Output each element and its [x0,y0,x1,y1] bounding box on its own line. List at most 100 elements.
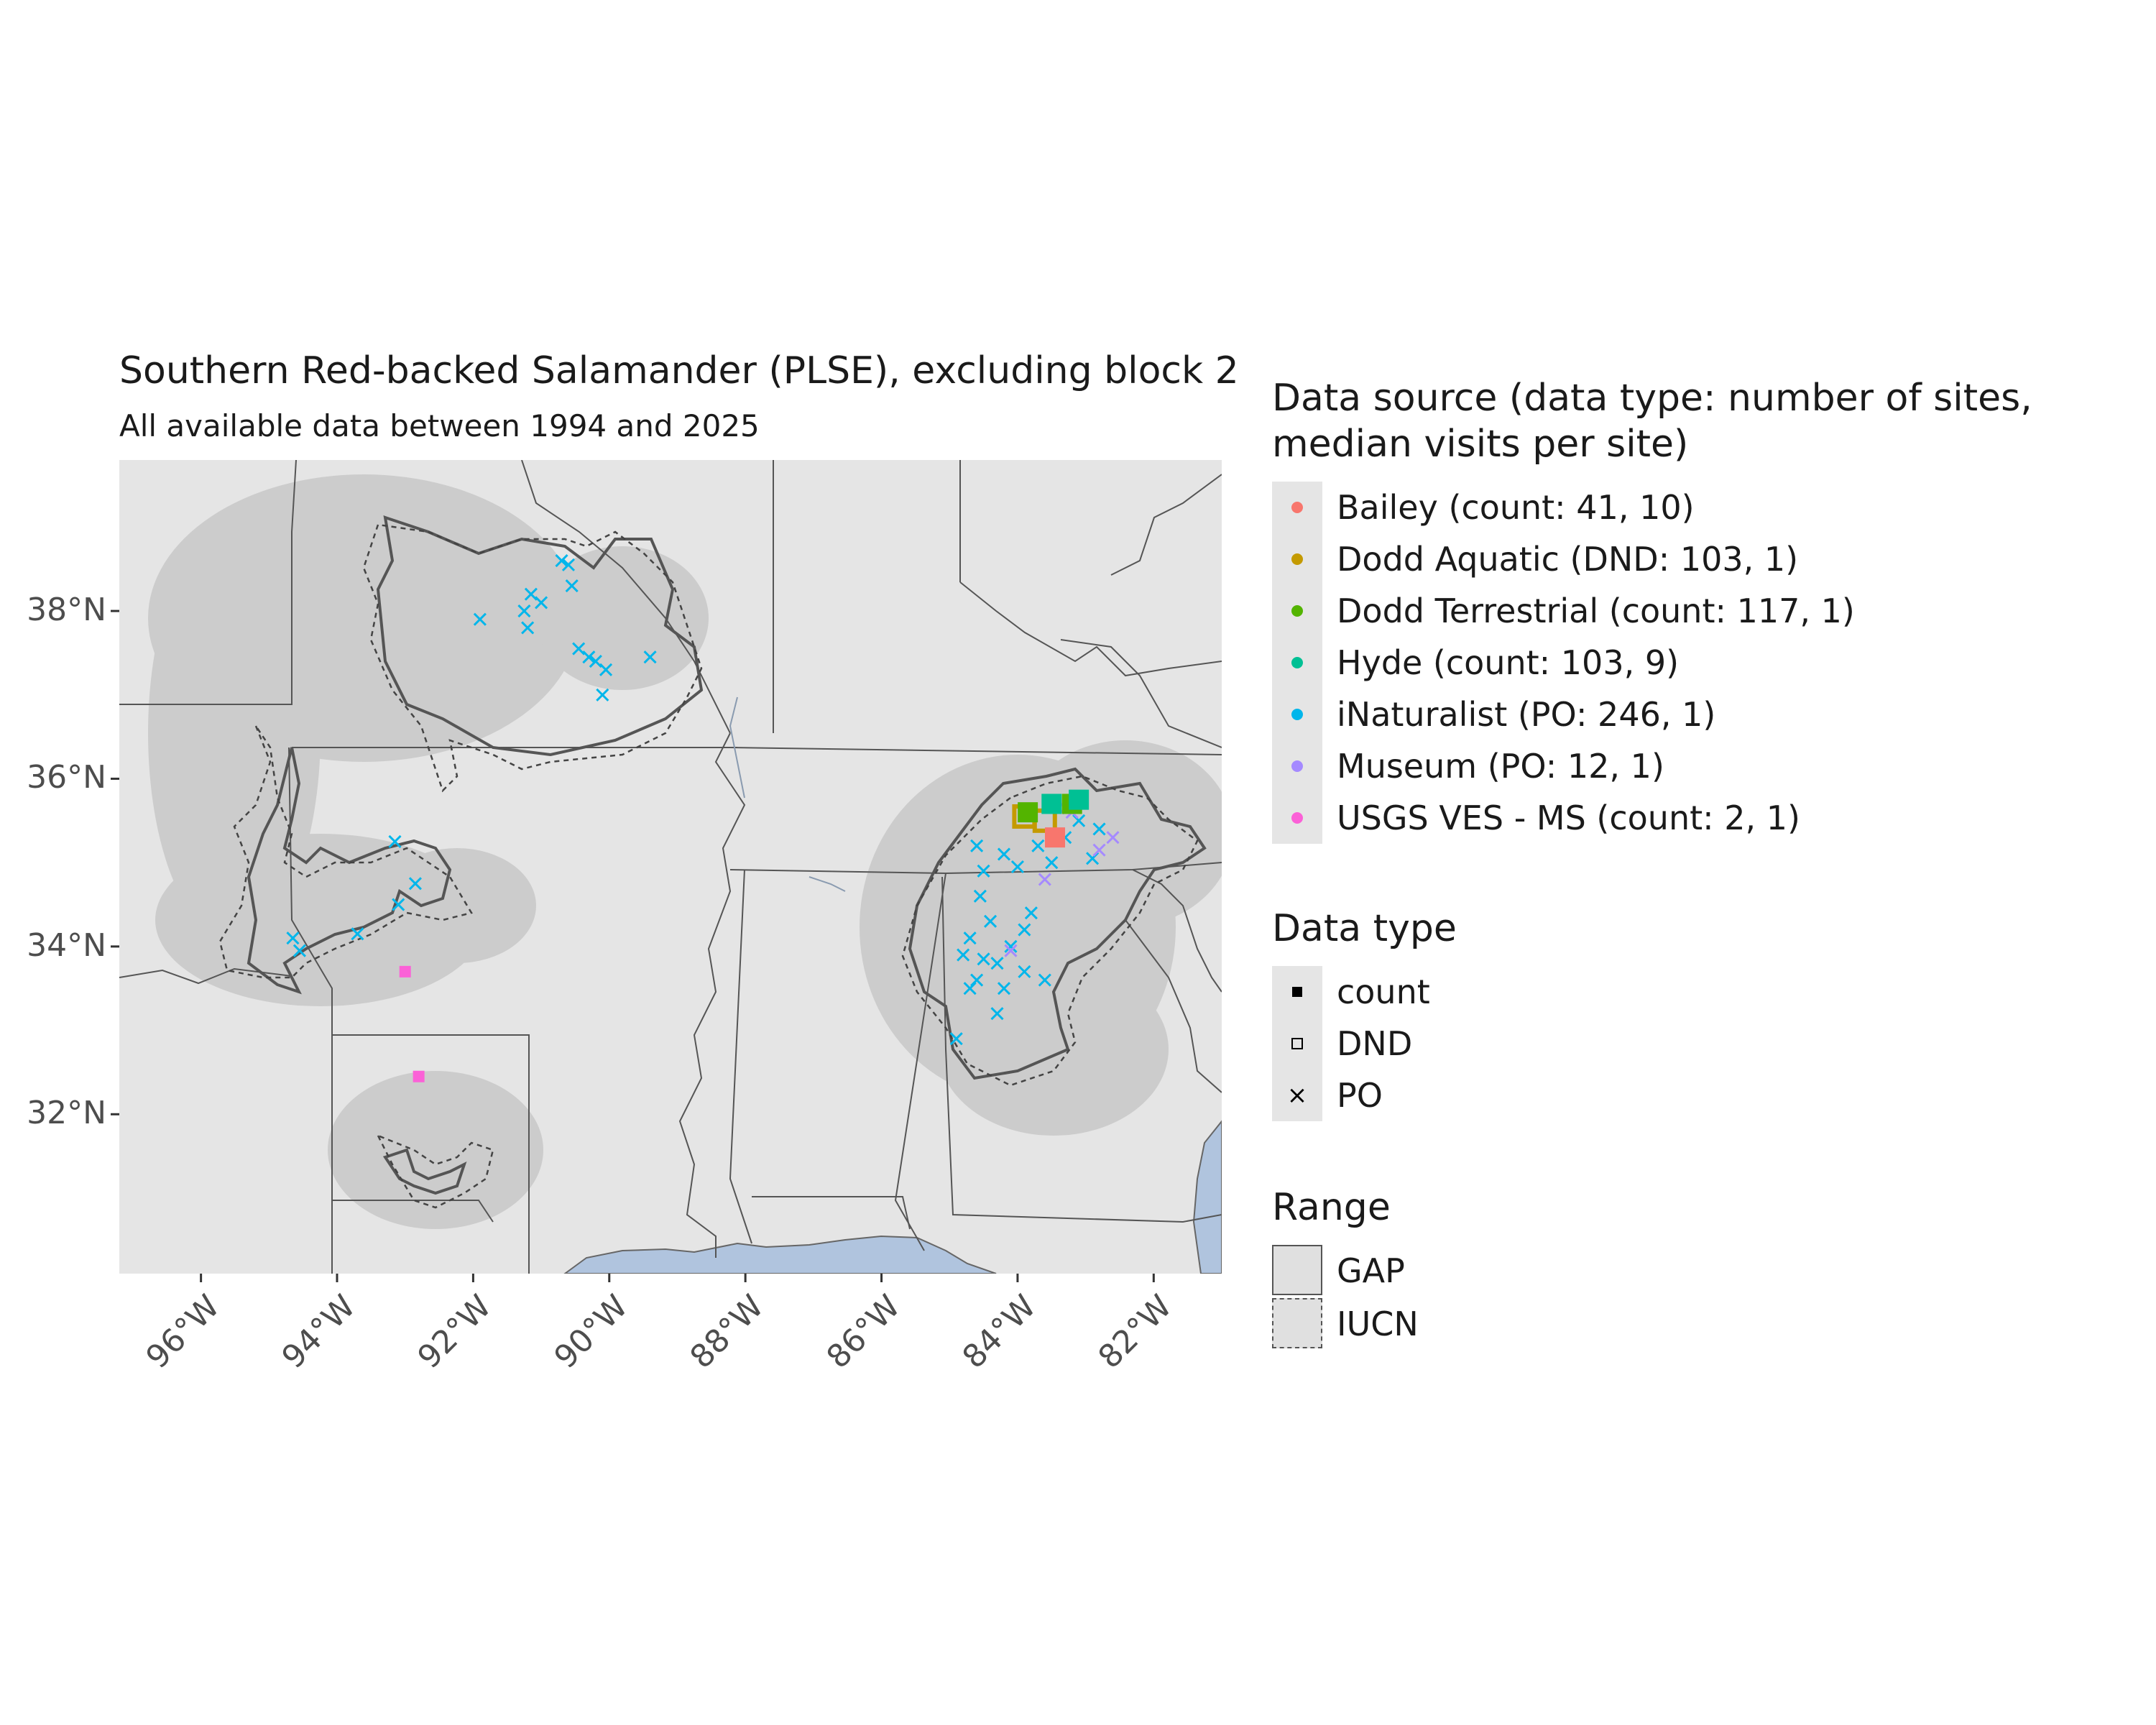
iucn-range-outlines [218,523,1199,1209]
legend-color-dot [1291,657,1303,668]
legend-source-key [1272,792,1322,844]
x-mark-icon: × [1286,1081,1308,1110]
point-marker [963,932,977,945]
legend-source-label: Dodd Terrestrial (count: 117, 1) [1337,592,1855,630]
point-marker [990,957,1004,970]
point-marker [561,558,576,571]
point-marker [1092,843,1106,857]
figure-subtitle: All available data between 1994 and 2025 [119,408,760,443]
range-key-iucn [1272,1298,1322,1348]
point-marker [1018,965,1031,978]
point-marker [1092,822,1106,836]
legend-type-label: PO [1337,1076,1383,1115]
point-marker [596,688,609,702]
point-marker [521,621,535,635]
legend-source-key [1272,585,1322,637]
point-marker [413,1070,425,1082]
point-marker [1038,873,1051,886]
point-marker [1069,789,1089,810]
legend-color-dot [1291,812,1303,824]
range-label-iucn: IUCN [1337,1305,1419,1343]
point-marker [1018,923,1031,937]
legend-source-key [1272,533,1322,585]
legend-source-label: Museum (PO: 12, 1) [1337,747,1664,786]
filled-square-icon [1292,987,1302,997]
point-marker [1041,794,1062,814]
legend-source-label: iNaturalist (PO: 246, 1) [1337,695,1716,734]
legend-source-label: Hyde (count: 103, 9) [1337,643,1680,682]
open-square-icon [1291,1038,1303,1049]
legend-type-key: × [1272,1070,1322,1121]
point-marker [582,650,596,664]
legend-source-key [1272,637,1322,689]
point-marker [970,973,984,987]
point-marker [949,1032,963,1046]
point-marker [524,587,538,601]
point-marker [1018,802,1038,823]
point-marker [572,642,586,656]
legend-color-dot [1291,760,1303,772]
legend-type-key [1272,1018,1322,1070]
point-marker [1086,852,1100,865]
point-marker [997,847,1011,861]
point-marker [473,612,487,626]
point-marker [973,889,987,903]
atlantic-water [1192,1120,1222,1274]
point-marker [1010,860,1024,874]
y-tick-label: 38°N [27,592,106,629]
point-marker [555,553,568,568]
legend-source-key [1272,689,1322,740]
y-tick-label: 34°N [27,926,106,964]
legend-type-key [1272,966,1322,1018]
legend-source-key [1272,740,1322,792]
point-marker [535,596,548,610]
point-marker [286,932,300,945]
figure-title: Southern Red-backed Salamander (PLSE), e… [119,349,1239,392]
legend-type-label: count [1337,972,1430,1011]
point-marker [1031,839,1045,852]
point-marker [565,579,579,593]
point-marker [388,834,402,849]
point-marker [1045,827,1066,848]
point-marker [990,1007,1004,1021]
point-marker [1072,814,1086,827]
state-boundaries [119,460,1222,1274]
legend-source-label: Dodd Aquatic (DND: 103, 1) [1337,540,1799,579]
y-tick-label: 36°N [27,759,106,796]
map-panel[interactable] [119,460,1222,1274]
point-marker [589,655,602,668]
point-marker [392,898,405,911]
point-marker [1004,944,1018,957]
point-marker [1038,973,1051,987]
legend-range-title: Range [1272,1186,1391,1229]
point-marker [957,948,970,962]
point-marker [517,604,531,618]
legend-source-label: Bailey (count: 41, 10) [1337,488,1695,527]
point-marker [983,914,998,928]
point-marker [1045,856,1059,870]
gap-range-outlines [247,515,1207,1195]
point-marker [963,982,977,995]
legend-color-dot [1291,553,1303,565]
legend-source-label: USGS VES - MS (count: 2, 1) [1337,799,1800,837]
occurrence-points [286,553,1120,1082]
point-marker [292,944,306,957]
range-key-gap [1272,1245,1322,1295]
legend-color-dot [1291,709,1303,720]
legend-type-title: Data type [1272,907,1457,950]
range-buffers [148,474,1222,1229]
point-marker [399,965,411,978]
point-marker [1024,906,1038,920]
legend-source-title-line1: Data source (data type: number of sites, [1272,377,2032,420]
legend-type-label: DND [1337,1024,1413,1063]
point-marker [643,650,657,664]
legend-color-dot [1291,502,1303,513]
point-marker [977,864,990,878]
point-marker [599,663,613,676]
legend-source-key [1272,482,1322,533]
point-marker [1004,939,1018,953]
legend-source-title-line2: median visits per site) [1272,423,1689,466]
legend-color-dot [1291,605,1303,617]
